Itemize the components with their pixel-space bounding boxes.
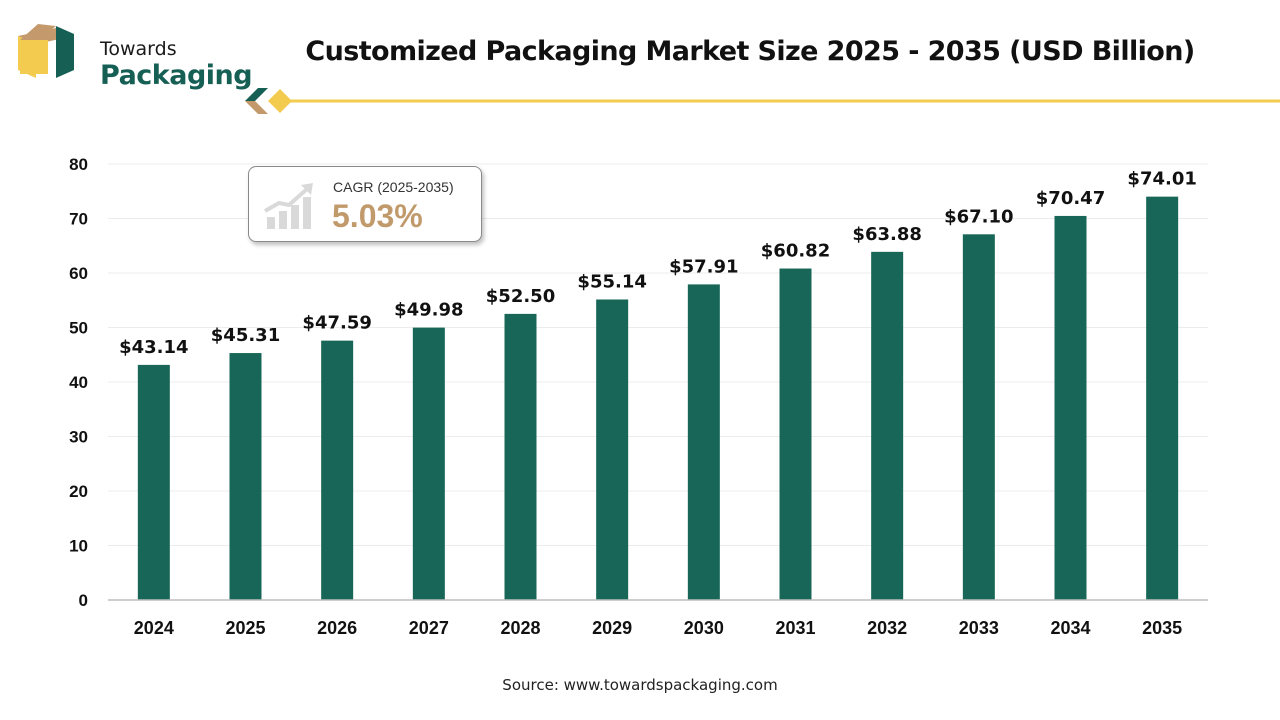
logo-text-bottom: Packaging [100,60,253,91]
chart-title: Customized Packaging Market Size 2025 - … [305,36,1195,67]
x-tick-label-2026: 2026 [317,618,357,638]
value-labels: $43.14 $45.31 $47.59 $49.98 $52.50 $55.14 $57.… [119,169,1197,358]
y-axis-ticks: 0 10 20 30 40 50 60 70 80 [69,155,88,610]
bar-2032 [871,251,904,600]
x-tick-label-2031: 2031 [775,618,815,638]
bar-2035 [1146,196,1179,600]
bar-2024 [137,364,170,600]
value-label-2034: $70.47 [1036,188,1105,209]
y-tick-label: 10 [69,537,88,556]
growth-chart-icon [264,183,313,229]
value-label-2028: $52.50 [486,286,555,307]
value-label-2027: $49.98 [394,300,463,321]
x-tick-label-2024: 2024 [134,618,174,638]
y-tick-label: 30 [69,428,88,447]
x-tick-label-2035: 2035 [1142,618,1182,638]
x-tick-label-2032: 2032 [867,618,907,638]
y-tick-label: 70 [69,210,88,229]
bar-2026 [321,340,354,600]
value-label-2031: $60.82 [761,241,830,262]
value-label-2024: $43.14 [119,337,188,358]
y-tick-label: 60 [69,264,88,283]
x-tick-label-2030: 2030 [684,618,724,638]
value-label-2026: $47.59 [302,313,371,334]
y-tick-label: 0 [79,591,88,610]
x-tick-label-2027: 2027 [409,618,449,638]
title-rule-decoration [245,88,1280,114]
bar-2031 [779,268,812,600]
bar-2027 [412,327,445,600]
x-tick-label-2025: 2025 [225,618,265,638]
y-tick-label: 80 [69,155,88,174]
bar-2028 [504,313,537,600]
cagr-value: 5.03% [332,198,423,234]
bar-2034 [1054,215,1087,600]
y-tick-label: 40 [69,373,88,392]
x-axis-ticks: 2024 2025 2026 2027 2028 2029 2030 2031 2032 2033… [134,618,1182,638]
bar-2033 [962,234,995,600]
source-note: Source: www.towardspackaging.com [502,676,778,694]
x-tick-label-2033: 2033 [959,618,999,638]
logo-text-top: Towards [100,38,177,60]
x-tick-label-2028: 2028 [500,618,540,638]
box-logo-icon [18,24,74,78]
bar-2030 [687,284,720,600]
x-tick-label-2029: 2029 [592,618,632,638]
bars [137,196,1179,600]
value-label-2032: $63.88 [852,224,921,245]
x-tick-label-2034: 2034 [1050,618,1090,638]
bar-2029 [596,299,629,600]
towards-packaging-logo: Towards Packaging [16,18,253,91]
gridlines [108,163,1208,546]
y-tick-label: 50 [69,319,88,338]
value-label-2030: $57.91 [669,256,738,277]
bar-2025 [229,353,262,600]
cagr-label: CAGR (2025-2035) [333,179,454,195]
value-label-2029: $55.14 [577,271,646,292]
cagr-callout: CAGR (2025-2035) 5.03% [248,166,482,242]
value-label-2025: $45.31 [211,325,280,346]
y-tick-label: 20 [69,482,88,501]
value-label-2035: $74.01 [1127,169,1196,190]
value-label-2033: $67.10 [944,206,1013,227]
